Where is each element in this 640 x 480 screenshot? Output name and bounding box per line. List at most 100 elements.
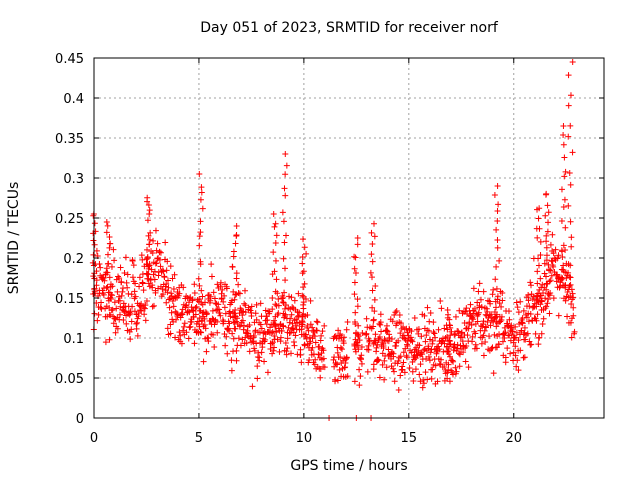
data-point (434, 378, 441, 385)
data-point (358, 343, 365, 350)
y-tick-label: 0.1 (63, 332, 84, 347)
data-point (527, 311, 534, 318)
data-point (543, 286, 550, 293)
data-point (190, 307, 197, 314)
data-point (541, 270, 548, 277)
data-point (378, 328, 385, 335)
data-point (561, 173, 568, 180)
data-point (321, 364, 328, 371)
data-point (351, 319, 358, 326)
data-point (211, 343, 218, 350)
data-point (107, 281, 114, 288)
data-point (502, 329, 509, 336)
data-point (221, 304, 228, 311)
data-point (226, 308, 233, 315)
data-point (249, 338, 256, 345)
data-point (129, 258, 136, 265)
data-point (431, 330, 438, 337)
data-point (163, 267, 170, 274)
data-point (316, 343, 323, 350)
data-point (232, 313, 239, 320)
data-point (542, 295, 549, 302)
data-point (226, 320, 233, 327)
data-point (233, 347, 240, 354)
data-point (550, 263, 557, 270)
data-point (404, 338, 411, 345)
data-point (474, 318, 481, 325)
data-point (256, 354, 263, 361)
data-point (273, 329, 280, 336)
data-point (292, 322, 299, 329)
data-point (520, 354, 527, 361)
data-point (558, 186, 565, 193)
data-point (232, 306, 239, 313)
data-point (217, 312, 224, 319)
data-point (332, 376, 339, 383)
data-point (407, 334, 414, 341)
data-point (197, 196, 204, 203)
data-point (495, 341, 502, 348)
data-point (469, 338, 476, 345)
data-point (165, 277, 172, 284)
data-point (398, 367, 405, 374)
y-tick-label: 0.05 (55, 372, 84, 387)
data-point (118, 292, 125, 299)
data-point (117, 264, 124, 271)
data-point (465, 364, 472, 371)
data-point (197, 329, 204, 336)
data-point (480, 332, 487, 339)
data-point (493, 226, 500, 233)
data-point (93, 247, 100, 254)
data-point (239, 317, 246, 324)
data-point (185, 335, 192, 342)
data-point (424, 304, 431, 311)
data-point (288, 294, 295, 301)
data-point (509, 328, 516, 335)
data-point (495, 201, 502, 208)
data-point (467, 301, 474, 308)
data-point (198, 329, 205, 336)
data-point (113, 305, 120, 312)
data-point (568, 234, 575, 241)
data-point (455, 328, 462, 335)
data-point (241, 300, 248, 307)
data-point (513, 329, 520, 336)
data-point (426, 318, 433, 325)
data-point (545, 296, 552, 303)
data-point (567, 181, 574, 188)
data-point (395, 358, 402, 365)
data-point (299, 260, 306, 267)
data-point (282, 340, 289, 347)
y-tick-label: 0 (76, 412, 84, 427)
data-point (211, 295, 218, 302)
data-point (303, 335, 310, 342)
data-point (110, 246, 117, 253)
data-point (534, 268, 541, 275)
data-point (560, 123, 567, 129)
data-point (567, 122, 574, 129)
data-point (314, 319, 321, 326)
data-point (219, 286, 226, 293)
data-point (507, 350, 514, 357)
data-point (178, 310, 185, 317)
data-point (96, 261, 103, 268)
data-point (116, 297, 123, 304)
data-point (562, 224, 569, 231)
data-point (304, 323, 311, 330)
data-point (108, 263, 115, 270)
data-point (383, 364, 390, 371)
data-point (377, 311, 384, 318)
data-point (269, 306, 276, 313)
data-point (385, 338, 392, 345)
data-point (164, 258, 171, 265)
data-point (137, 307, 144, 314)
data-point (195, 275, 202, 282)
data-point (444, 307, 451, 313)
data-point (320, 355, 327, 362)
data-point (286, 293, 293, 300)
data-point (109, 306, 116, 313)
axis-ticks: 0 0.05 0.1 0.15 0.2 0.25 0.3 0.35 0.4 0.45 0 5 10 15 2… (55, 52, 604, 446)
data-point (569, 59, 576, 65)
data-point (294, 351, 301, 358)
data-point (569, 149, 576, 156)
